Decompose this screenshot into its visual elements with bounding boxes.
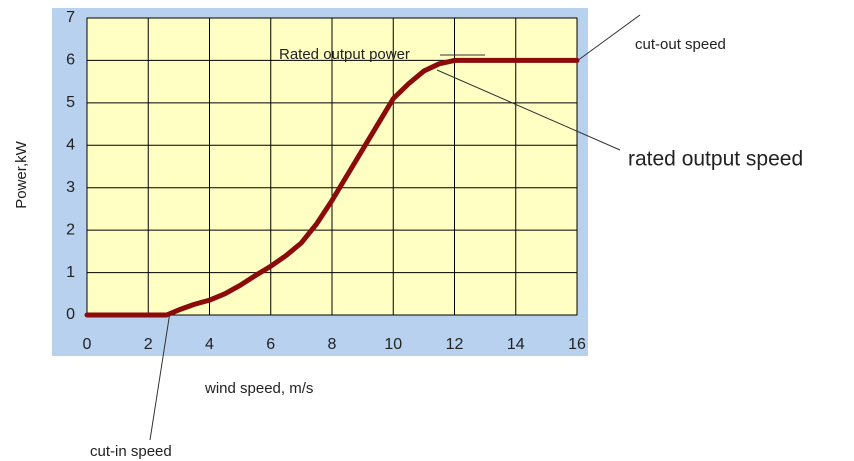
x-tick-label: 12 <box>446 336 464 353</box>
y-tick-label: 0 <box>66 306 75 323</box>
y-tick-label: 2 <box>66 221 75 238</box>
x-tick-label: 0 <box>83 336 92 353</box>
annotation: cut-out speed <box>635 36 726 53</box>
x-tick-label: 2 <box>144 336 153 353</box>
data-line <box>84 57 580 318</box>
x-tick-label: 4 <box>205 336 214 353</box>
leader-line <box>576 14 641 62</box>
x-tick-label: 14 <box>507 336 525 353</box>
x-tick-label: 10 <box>384 336 402 353</box>
y-tick-label: 7 <box>66 9 75 26</box>
y-tick-label: 5 <box>66 94 75 111</box>
series <box>84 57 580 318</box>
y-tick-label: 1 <box>66 264 75 281</box>
annotation: cut-in speed <box>90 443 172 460</box>
y-tick-label: 6 <box>66 52 75 69</box>
y-axis-label: Power,kW <box>13 140 30 208</box>
annotation: Rated output power <box>279 46 410 63</box>
leader-line <box>149 311 171 441</box>
y-tick-label: 4 <box>66 137 75 154</box>
grid <box>86 17 578 316</box>
annotation: rated output speed <box>628 148 803 171</box>
leader-line <box>436 69 621 151</box>
x-tick-label: 16 <box>568 336 586 353</box>
y-tick-label: 3 <box>66 179 75 196</box>
x-axis-label: wind speed, m/s <box>204 380 313 397</box>
x-tick-label: 6 <box>266 336 275 353</box>
x-tick-label: 8 <box>328 336 337 353</box>
